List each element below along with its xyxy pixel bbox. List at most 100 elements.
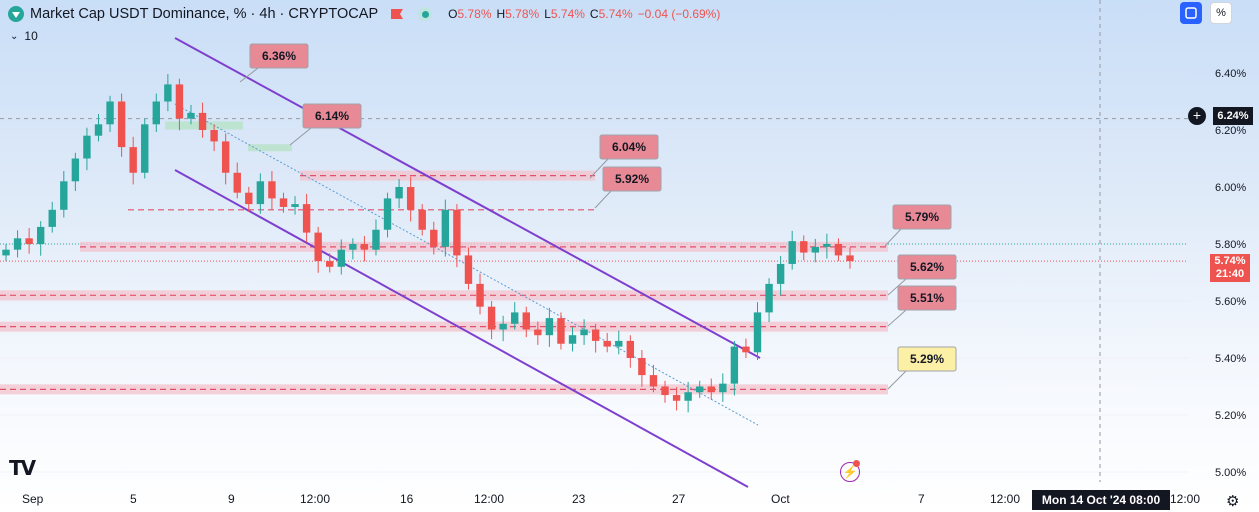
candle-body [638, 358, 646, 376]
candle-body [326, 261, 334, 267]
zone-band [300, 170, 595, 181]
candle-body [210, 130, 218, 142]
candle-body [730, 346, 739, 384]
callout-label: 5.92% [615, 172, 649, 186]
candle-body [811, 246, 820, 253]
callout-box [897, 346, 957, 372]
candle-body [834, 244, 843, 256]
x-tick-label: 27 [672, 492, 686, 506]
crosshair-time-label: Mon 14 Oct '24 08:00 [1032, 490, 1170, 510]
ohlc-open: O5.78% [448, 7, 492, 21]
x-tick-label: 23 [572, 492, 586, 506]
candle-body [268, 181, 276, 199]
candle-body [279, 198, 288, 207]
volume-row[interactable]: ⌄ 10 [10, 29, 38, 43]
last-price-countdown: 21:40 [1215, 268, 1245, 280]
candle-body [25, 238, 33, 244]
candle-body [823, 244, 831, 247]
candle-body [71, 158, 80, 182]
ohlc-values: O5.78% H5.78% L5.74% C5.74% −0.04 (−0.69… [448, 7, 720, 21]
callout-label: 6.36% [262, 49, 296, 63]
symbol-title[interactable]: Market Cap USDT Dominance, % · 4h · CRYP… [30, 6, 379, 22]
tradingview-logo[interactable]: TV [9, 456, 36, 480]
candle-body [187, 112, 195, 119]
candle-body [106, 101, 114, 125]
candle-body [129, 147, 137, 173]
ohlc-close: C5.74% [589, 7, 633, 21]
callout-pointer [884, 228, 902, 247]
x-tick-label: 12:00 [990, 492, 1020, 506]
crosshair-price-label: 6.24% [1213, 107, 1253, 125]
callout-box [599, 134, 659, 160]
grid-layer [0, 0, 1188, 482]
callout-pointer [887, 370, 907, 390]
x-tick-label: 7 [918, 492, 925, 506]
candle-body [2, 249, 10, 256]
candle-body [707, 386, 715, 393]
callout-label: 5.62% [910, 260, 944, 274]
candle-body [221, 141, 230, 173]
chevron-down-icon[interactable]: ⌄ [10, 30, 19, 42]
zones-layer [0, 121, 888, 395]
candle-body [603, 340, 611, 347]
candle-body [534, 329, 542, 336]
x-tick-label: 5 [130, 492, 137, 506]
tether-logo-icon[interactable] [8, 6, 24, 22]
small-zone [248, 144, 292, 152]
lightning-icon[interactable]: ⚡ [840, 462, 860, 482]
last-price-badge: 5.74% 21:40 [1210, 254, 1250, 282]
candle-body [511, 312, 519, 324]
sync-icon [1185, 7, 1197, 19]
callout-box [897, 285, 957, 311]
callout-pointer [589, 158, 609, 179]
candle-body [430, 229, 438, 247]
sync-button[interactable] [1180, 2, 1202, 24]
candle-body [302, 204, 311, 233]
candle-body [152, 101, 161, 125]
ohlc-high: H5.78% [496, 7, 540, 21]
callout-box [892, 204, 952, 230]
callout-label: 5.29% [910, 352, 944, 366]
channel-lower [174, 169, 749, 488]
x-tick-label: 12:00 [300, 492, 330, 506]
candle-body [453, 209, 461, 256]
notification-dot [853, 460, 860, 467]
gear-icon[interactable]: ⚙ [1226, 493, 1240, 510]
candle-body [776, 263, 785, 284]
candle-body [580, 329, 588, 336]
candle-body [83, 135, 91, 159]
x-tick-label: 12:00 [474, 492, 504, 506]
flag-icon[interactable] [390, 8, 404, 20]
candle-body [291, 204, 299, 207]
callout-label: 5.51% [910, 291, 944, 305]
candle-body [418, 209, 426, 230]
candle-body [615, 340, 623, 347]
y-tick-label: 6.00% [1215, 182, 1246, 194]
candle-body [476, 283, 484, 307]
callout-box [897, 254, 957, 280]
candle-body [684, 392, 692, 401]
callout-pointer [594, 190, 612, 209]
candle-body [753, 312, 762, 353]
channel-upper [174, 37, 761, 359]
axis-layer: 6.40% 6.20% 6.00% 5.80% 5.60% 5.40% 5.20% 5.00%… [22, 68, 1246, 506]
callout-pointer [289, 127, 312, 146]
candle-body [94, 124, 103, 136]
candle-body [695, 386, 704, 393]
candle-body [233, 172, 241, 193]
x-tick-label: Oct [771, 492, 790, 506]
candle-body [164, 84, 172, 102]
candle-body [765, 283, 773, 313]
candle-body [245, 192, 253, 205]
candle-body [788, 241, 796, 264]
callout-pointer [887, 309, 907, 327]
candle-body [406, 187, 415, 210]
volume-value: 10 [24, 29, 38, 43]
x-tick-label: 9 [228, 492, 235, 506]
ohlc-change: −0.04 (−0.69%) [637, 7, 721, 21]
add-alert-icon[interactable]: + [1188, 107, 1206, 125]
y-tick-label: 6.40% [1215, 68, 1246, 80]
percent-scale-button[interactable]: % [1210, 2, 1232, 24]
